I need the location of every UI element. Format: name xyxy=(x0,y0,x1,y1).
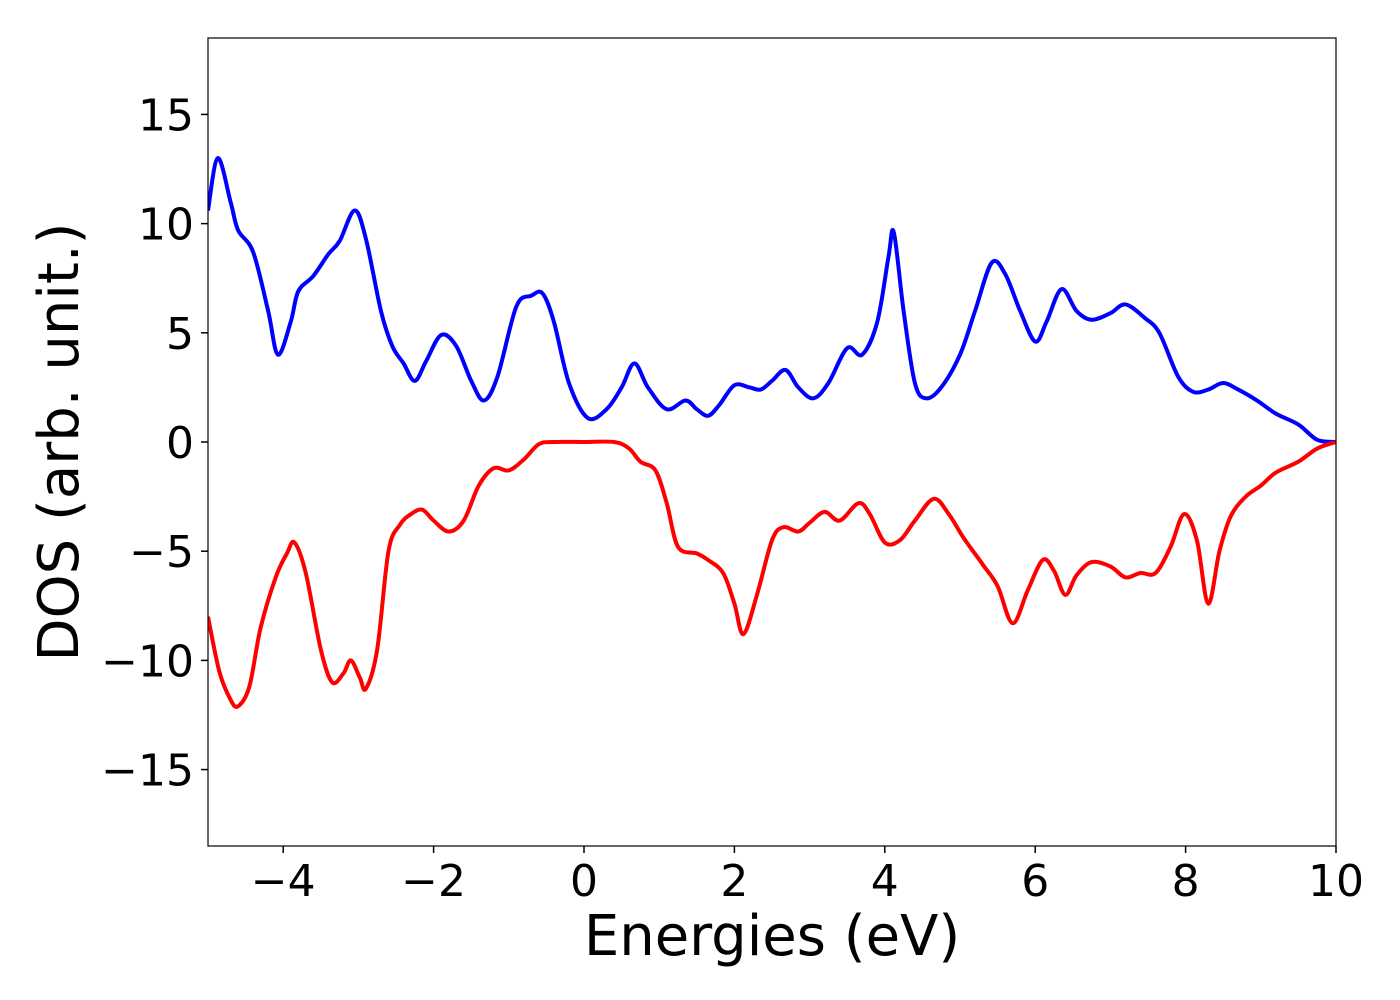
x-tick-label: 8 xyxy=(1172,856,1200,907)
x-tick-label: 4 xyxy=(871,856,899,907)
dos-line xyxy=(208,156,1336,444)
y-tick-label: −15 xyxy=(101,746,194,797)
y-axis-label: DOS (arb. unit.) xyxy=(27,222,92,661)
x-axis-label: Energies (eV) xyxy=(584,904,960,969)
x-tick-label: 2 xyxy=(720,856,748,907)
y-tick-label: 5 xyxy=(166,309,194,360)
y-tick-label: −10 xyxy=(101,636,194,687)
x-tick-label: 6 xyxy=(1021,856,1049,907)
x-tick-label: 0 xyxy=(570,856,598,907)
x-tick-label: −4 xyxy=(251,856,316,907)
y-tick-label: 10 xyxy=(138,200,194,251)
plot-frame xyxy=(207,37,1337,847)
y-tick-label: 15 xyxy=(138,90,194,141)
x-tick-label: 10 xyxy=(1308,856,1364,907)
y-tick-label: 0 xyxy=(166,418,194,469)
dos-line xyxy=(208,439,1336,709)
y-tick-label: −5 xyxy=(129,527,194,578)
x-tick-label: −2 xyxy=(401,856,466,907)
